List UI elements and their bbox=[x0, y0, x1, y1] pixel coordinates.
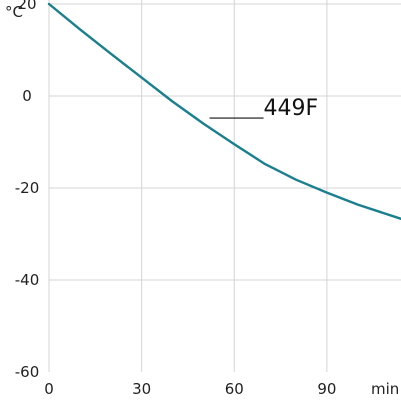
y-axis-unit-label: °C bbox=[5, 3, 23, 21]
series-annotation-label: 449F bbox=[264, 96, 319, 121]
y-tick-label: 0 bbox=[22, 87, 32, 105]
x-tick-label: 90 bbox=[317, 380, 336, 398]
y-tick-label: -20 bbox=[15, 179, 40, 197]
x-tick-label: 0 bbox=[44, 380, 54, 398]
x-tick-label: 60 bbox=[225, 380, 244, 398]
y-tick-label: 20 bbox=[17, 0, 36, 13]
x-axis-unit-label: min bbox=[371, 380, 399, 398]
y-tick-label: -40 bbox=[15, 271, 40, 289]
y-tick-label: -60 bbox=[15, 363, 40, 381]
x-tick-label: 30 bbox=[132, 380, 151, 398]
series-line-449F bbox=[47, 2, 401, 220]
